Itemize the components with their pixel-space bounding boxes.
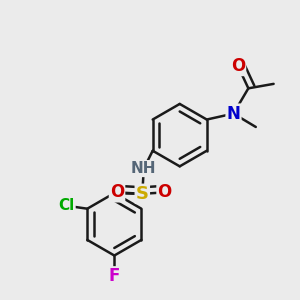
Text: N: N (226, 105, 240, 123)
Text: NH: NH (131, 161, 157, 176)
Text: S: S (136, 185, 149, 203)
Text: F: F (109, 267, 120, 285)
Text: O: O (110, 183, 124, 201)
Text: Cl: Cl (58, 198, 75, 213)
Text: O: O (231, 57, 245, 75)
Text: O: O (158, 183, 172, 201)
